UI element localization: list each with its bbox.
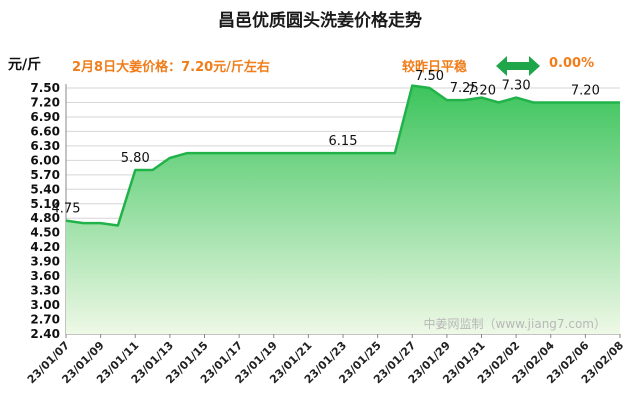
y-axis-unit: 元/斤 xyxy=(8,57,42,73)
y-tick-label: 6.90 xyxy=(30,110,60,124)
data-label: 7.20 xyxy=(571,83,600,98)
y-tick-label: 2.40 xyxy=(30,327,60,341)
data-label: 6.15 xyxy=(329,134,358,149)
y-tick-label: 5.40 xyxy=(30,182,60,196)
change-value: 0.00% xyxy=(549,56,595,71)
y-tick-label: 4.20 xyxy=(30,240,60,254)
data-label: 7.20 xyxy=(467,83,496,98)
price-area xyxy=(66,85,620,334)
y-tick-label: 3.90 xyxy=(30,255,60,269)
y-tick-label: 6.00 xyxy=(30,153,60,167)
y-tick-label: 2.70 xyxy=(30,313,60,327)
y-tick-label: 4.50 xyxy=(30,226,60,240)
price-line xyxy=(65,84,620,227)
data-label: 7.30 xyxy=(502,79,531,94)
y-tick-label: 3.30 xyxy=(30,284,60,298)
y-tick-label: 3.60 xyxy=(30,269,60,283)
watermark: 中姜网监制（www.jiang7.com） xyxy=(424,316,606,331)
y-tick-label: 6.30 xyxy=(30,139,60,153)
change-label: 较昨日平稳 xyxy=(402,60,468,75)
price-note: 2月8日大姜价格：7.20元/斤左右 xyxy=(72,60,270,75)
y-tick-label: 6.60 xyxy=(30,124,60,138)
y-tick-label: 4.80 xyxy=(30,211,60,225)
y-tick-label: 5.70 xyxy=(30,168,60,182)
y-tick-label: 7.20 xyxy=(30,95,60,109)
y-tick-label: 5.10 xyxy=(30,197,60,211)
data-label: 7.50 xyxy=(415,69,444,84)
data-label: 7.25 xyxy=(450,81,479,96)
y-tick-label: 7.50 xyxy=(30,81,60,95)
double-arrow-icon xyxy=(496,56,540,76)
data-label: 5.80 xyxy=(121,151,150,166)
data-label: 4.75 xyxy=(52,202,81,217)
y-tick-label: 3.00 xyxy=(30,298,60,312)
chart-title: 昌邑优质圆头洗姜价格走势 xyxy=(218,11,422,31)
